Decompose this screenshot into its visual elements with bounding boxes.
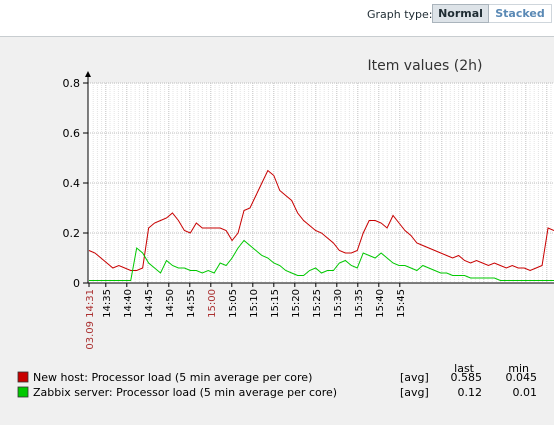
y-tick-label: 0.2: [63, 227, 81, 240]
x-tick-label: 15:25: [312, 289, 323, 318]
line-chart: Item values (2h) 0 0.2 0.4 0.6 0.8 03.09 14:…: [17, 58, 554, 399]
legend-color-swatch: [17, 386, 29, 398]
legend-series-last: 0.12: [458, 386, 483, 399]
x-tick-label: 15:10: [249, 289, 260, 318]
x-tick-label: 14:35: [102, 289, 113, 318]
graph-type-label: Graph type:: [367, 8, 433, 21]
graph-type-switch: Normal Stacked: [432, 4, 552, 23]
legend-series-name: Zabbix server: Processor load (5 min ave…: [33, 386, 337, 399]
x-tick-label: 15:40: [375, 289, 386, 318]
chart-title: Item values (2h): [367, 58, 482, 74]
legend-series-func: [avg]: [400, 371, 429, 384]
x-tick-label: 15:35: [354, 289, 365, 318]
x-tick-label: 15:00: [207, 289, 218, 318]
x-axis: 03.09 14:31 14:35 14:40 14:45 14:50 14:55 15:0…: [85, 282, 554, 350]
y-tick-label: 0.6: [63, 127, 81, 140]
x-tick-label: 14:55: [186, 289, 197, 318]
legend-series-func: [avg]: [400, 386, 429, 399]
x-tick-label: 03.09 14:31: [85, 289, 96, 350]
x-tick-label: 15:05: [228, 289, 239, 318]
legend-series-min: 0.045: [506, 371, 538, 384]
legend-series-name: New host: Processor load (5 min average …: [33, 371, 312, 384]
graph-toolbar: Graph type: Normal Stacked: [0, 0, 554, 30]
y-axis-arrow: [85, 71, 91, 77]
legend-series-min: 0.01: [513, 386, 538, 399]
normal-button[interactable]: Normal: [432, 4, 489, 23]
x-tick-label: 14:50: [165, 289, 176, 318]
series-line: [89, 239, 554, 281]
legend-header-last: last: [454, 362, 475, 375]
graph-panel: Item values (2h) 0 0.2 0.4 0.6 0.8 03.09 14:…: [0, 37, 554, 425]
divider: [0, 36, 554, 37]
x-tick-label: 14:40: [123, 289, 134, 318]
x-tick-label: 15:20: [291, 289, 302, 318]
series-line: [88, 169, 554, 272]
x-tick-label: 15:15: [270, 289, 281, 318]
stacked-button[interactable]: Stacked: [489, 4, 552, 23]
y-tick-label: 0.8: [63, 77, 81, 90]
series-lines: [88, 169, 554, 281]
y-tick-label: 0.4: [63, 177, 81, 190]
legend: last min New host: Processor load (5 min a…: [17, 362, 538, 399]
y-tick-label: 0: [73, 277, 80, 290]
legend-color-swatch: [17, 371, 29, 383]
x-tick-label: 14:45: [144, 289, 155, 318]
x-tick-label: 15:45: [396, 289, 407, 318]
x-tick-label: 15:30: [333, 289, 344, 318]
legend-series-last: 0.585: [451, 371, 483, 384]
y-axis: 0 0.2 0.4 0.6 0.8: [63, 71, 91, 290]
legend-header-min: min: [508, 362, 529, 375]
